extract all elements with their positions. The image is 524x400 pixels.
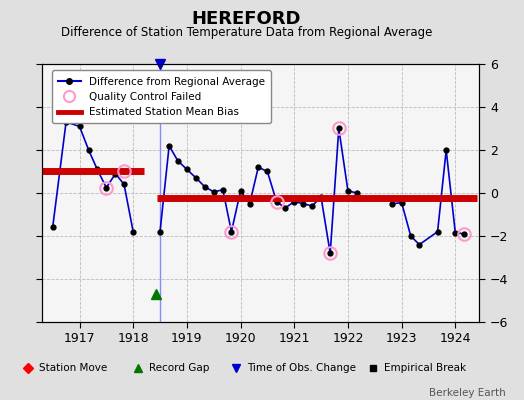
Text: Difference of Station Temperature Data from Regional Average: Difference of Station Temperature Data f… [61, 26, 432, 39]
Legend: Difference from Regional Average, Quality Control Failed, Estimated Station Mean: Difference from Regional Average, Qualit… [51, 70, 271, 124]
Text: HEREFORD: HEREFORD [192, 10, 301, 28]
Text: Berkeley Earth: Berkeley Earth [429, 388, 506, 398]
Text: Empirical Break: Empirical Break [384, 363, 466, 373]
Text: Station Move: Station Move [39, 363, 107, 373]
Text: Record Gap: Record Gap [149, 363, 210, 373]
Text: Time of Obs. Change: Time of Obs. Change [247, 363, 356, 373]
